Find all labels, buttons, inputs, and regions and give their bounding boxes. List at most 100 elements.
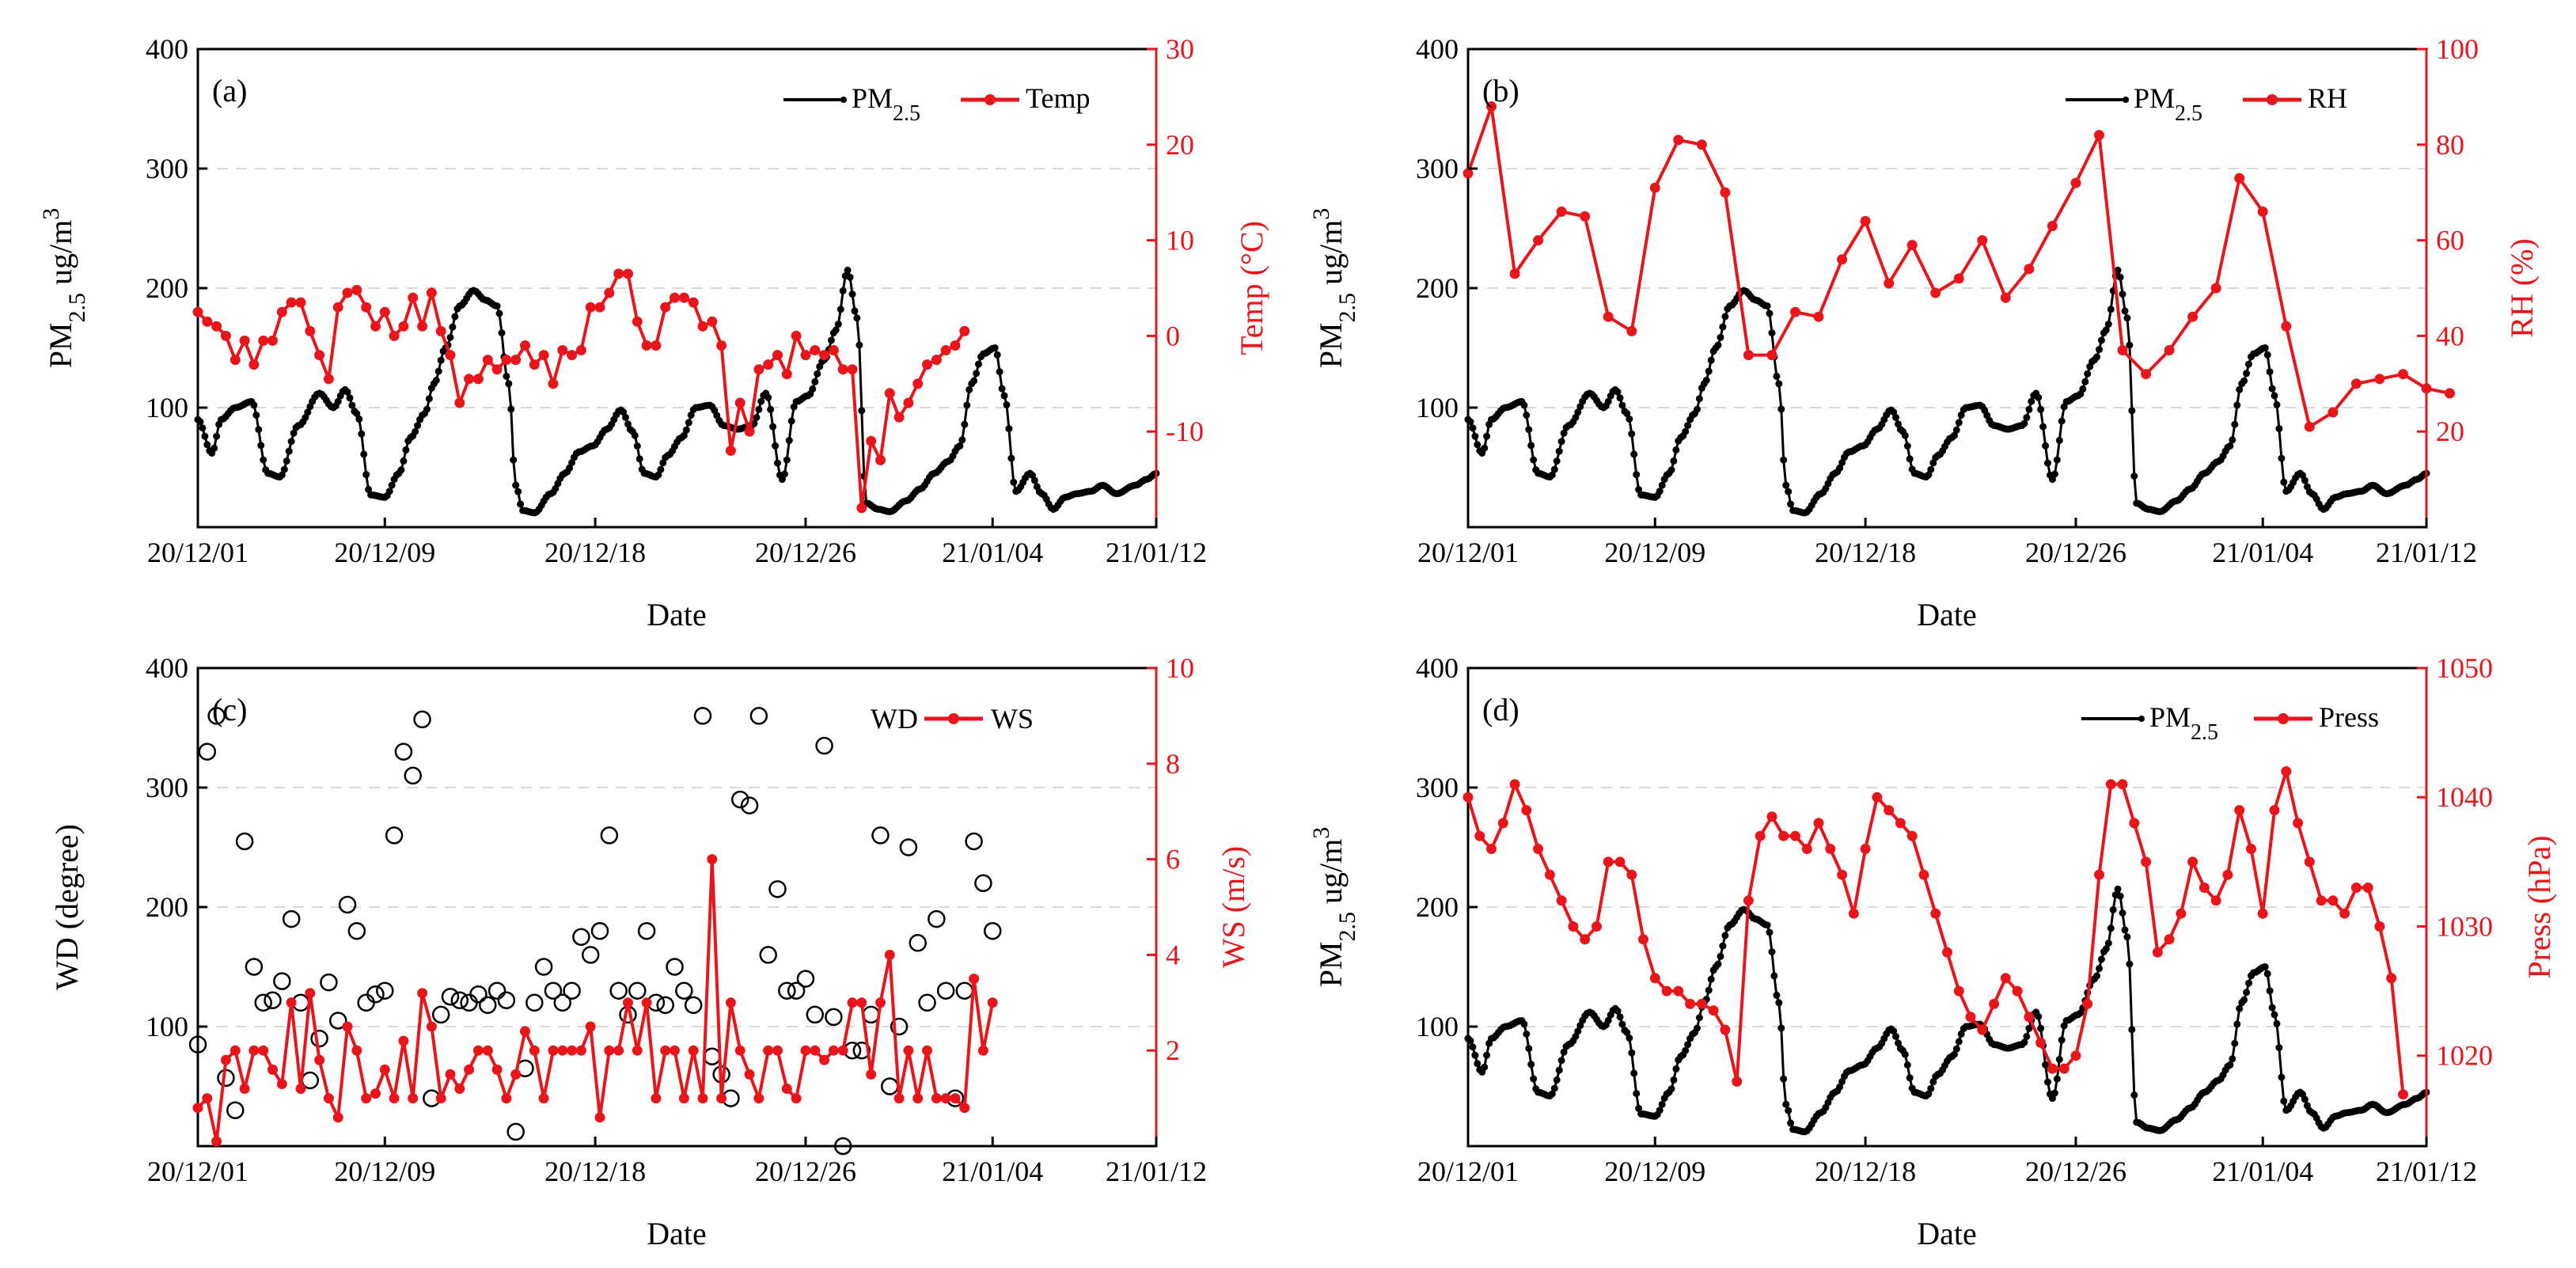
pm25-point xyxy=(2093,972,2100,980)
secondary-point xyxy=(753,364,764,375)
pm25-point xyxy=(975,360,982,368)
secondary-point xyxy=(2141,856,2152,867)
wd-point xyxy=(338,895,357,914)
secondary-point xyxy=(632,316,643,327)
secondary-point xyxy=(1661,985,1672,997)
pm25-point xyxy=(412,427,419,435)
secondary-point xyxy=(2141,369,2152,380)
secondary-point xyxy=(370,1088,381,1099)
pm25-point xyxy=(1635,485,1643,493)
secondary-point xyxy=(1614,856,1626,867)
secondary-point xyxy=(1918,869,1929,880)
wd-point xyxy=(544,981,563,1000)
x-tick-label: 20/12/01 xyxy=(1417,537,1519,568)
pm25-point xyxy=(1901,1050,1909,1058)
pm25-point xyxy=(1785,1107,1793,1114)
pm25-point xyxy=(832,326,840,334)
legend-temp-label: Temp xyxy=(1026,82,1090,114)
pm25-point xyxy=(2102,945,2110,953)
pm25-point xyxy=(654,471,662,479)
pm25-point xyxy=(510,456,518,464)
pm25-point xyxy=(834,321,842,328)
pm25-point xyxy=(2053,456,2061,464)
wd-point xyxy=(235,832,254,851)
pm25-point xyxy=(203,441,211,449)
secondary-point xyxy=(482,1045,493,1056)
secondary-point xyxy=(202,1093,213,1104)
pm25-point xyxy=(1782,481,1790,489)
pm25-point xyxy=(2035,1012,2043,1020)
pm25-point xyxy=(1626,415,1633,423)
secondary-point xyxy=(1895,818,1906,829)
secondary-point xyxy=(1580,211,1591,222)
pm25-point xyxy=(1707,356,1715,364)
x-tick-label: 20/12/18 xyxy=(1815,537,1916,568)
pm25-point xyxy=(1925,1090,1933,1098)
panel-c: 100 200 300 400 2 4 6 8 10 20/12/01 20/12/09 20/12/… xyxy=(49,652,1251,1251)
pm25-point xyxy=(858,407,866,415)
pm25-point xyxy=(1705,986,1713,994)
pm25-point xyxy=(853,314,861,322)
pm25-point xyxy=(1773,372,1781,380)
secondary-point xyxy=(977,1045,988,1056)
secondary-point xyxy=(1509,779,1520,790)
y-tick-label: 200 xyxy=(146,891,188,923)
secondary-point xyxy=(2316,895,2327,906)
secondary-point xyxy=(1580,934,1591,945)
secondary-point xyxy=(2445,388,2455,399)
pm25-point xyxy=(685,419,692,427)
pm25-point xyxy=(624,420,632,428)
pm25-point xyxy=(1658,1100,1666,1108)
panel-b: 100 200 300 400 20 40 60 80 100 20/12/01 20/12/09 2… xyxy=(1308,33,2540,632)
pm25-point xyxy=(783,456,791,464)
pm25-point xyxy=(1927,1084,1935,1092)
y-tick-label: 400 xyxy=(146,33,188,65)
pm25-point xyxy=(1523,412,1531,419)
pm25-point xyxy=(2119,909,2126,917)
secondary-point xyxy=(529,359,540,370)
secondary-point xyxy=(1463,168,1474,179)
secondary-point xyxy=(323,1093,334,1104)
pm25-point xyxy=(2123,933,2131,941)
pm25-point xyxy=(1901,431,1909,439)
panel-label: (d) xyxy=(1482,692,1519,727)
pm25-point xyxy=(2268,1004,2276,1012)
wd-point xyxy=(245,958,264,976)
wd-point xyxy=(590,921,609,940)
pm25-point xyxy=(414,422,422,430)
pm25-point xyxy=(2240,996,2248,1004)
secondary-point xyxy=(875,997,886,1008)
pm25-point xyxy=(2236,1004,2244,1012)
secondary-point xyxy=(641,340,652,351)
pm25-point xyxy=(343,388,351,396)
pm25-point xyxy=(199,424,207,432)
secondary-point xyxy=(585,1021,596,1032)
pm25-point xyxy=(1667,466,1675,474)
pm25-point xyxy=(1707,975,1715,983)
x-tick-label: 20/12/09 xyxy=(1604,537,1705,568)
secondary-point xyxy=(810,345,821,355)
secondary-point xyxy=(192,306,203,317)
pm25-line xyxy=(1464,266,2430,517)
secondary-point xyxy=(828,345,839,355)
pm25-point xyxy=(400,457,408,465)
secondary-point xyxy=(1474,830,1485,841)
pm25-point xyxy=(1481,1063,1489,1071)
secondary-point xyxy=(1592,921,1602,932)
pm25-point xyxy=(334,397,342,405)
pm25-point xyxy=(996,368,1003,376)
y-tick-label: 400 xyxy=(1416,652,1459,684)
secondary-point xyxy=(2328,895,2339,906)
secondary-point xyxy=(1906,830,1918,841)
pm25-line xyxy=(194,266,1160,517)
secondary-point xyxy=(613,268,624,279)
secondary-point xyxy=(1953,985,1964,997)
pm25-point xyxy=(846,273,854,281)
pm25-point xyxy=(425,395,433,403)
x-tick-label: 20/12/18 xyxy=(1815,1156,1916,1187)
pm25-point xyxy=(2104,321,2112,328)
pm25-point xyxy=(998,385,1006,393)
pm25-point xyxy=(1892,413,1899,421)
pm25-point xyxy=(355,415,363,423)
secondary-point xyxy=(2129,818,2140,829)
